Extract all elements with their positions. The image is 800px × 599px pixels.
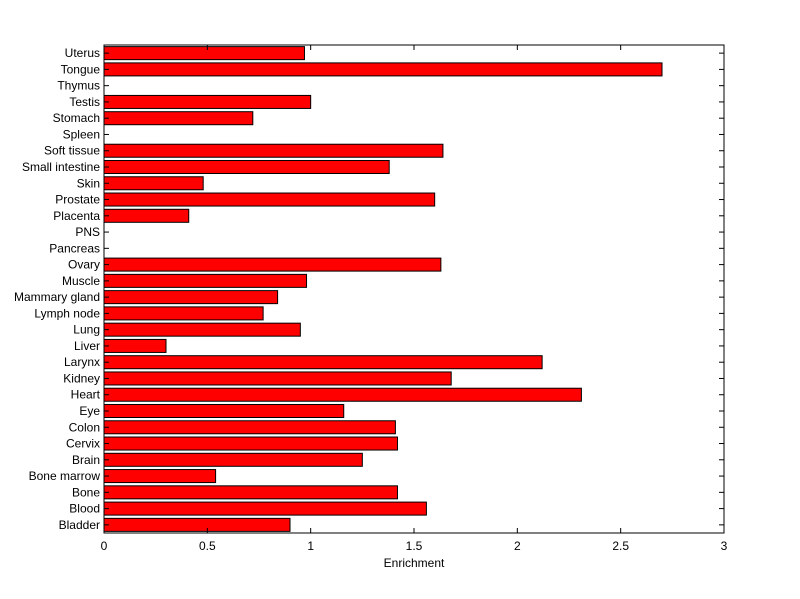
x-axis-label: Enrichment xyxy=(384,556,445,570)
bar-bone-marrow xyxy=(103,469,217,484)
y-tick-label: Placenta xyxy=(53,209,100,223)
bar-lung xyxy=(103,322,301,337)
bar-kidney xyxy=(103,371,452,386)
x-tick-label: 1.5 xyxy=(406,539,423,553)
labels-layer: Bladder Blood Bone Bone marrow Brain Cervix Co… xyxy=(14,46,728,553)
bar-placenta xyxy=(103,208,190,223)
y-tick-label: Bone xyxy=(72,485,100,499)
y-tick-label: Larynx xyxy=(64,355,100,369)
y-tick-label: Tongue xyxy=(61,62,101,76)
bar-brain xyxy=(103,452,363,467)
bar-uterus xyxy=(103,46,305,61)
bar-colon xyxy=(103,420,396,435)
y-tick-label: Lung xyxy=(73,323,100,337)
bar-small-intestine xyxy=(103,159,390,175)
bar-lymph-node xyxy=(103,306,264,321)
y-tick-label: Thymus xyxy=(57,79,100,93)
bar-mammary-gland xyxy=(103,290,279,305)
bar-stomach xyxy=(103,111,254,126)
x-tick-label: 0.5 xyxy=(199,539,216,553)
bar-tongue xyxy=(103,62,663,77)
bar-liver xyxy=(103,338,167,353)
y-tick-label: Muscle xyxy=(62,274,100,288)
y-tick-label: Spleen xyxy=(63,127,100,141)
bar-larynx xyxy=(103,355,543,370)
y-tick-label: Soft tissue xyxy=(44,144,100,158)
y-tick-label: Prostate xyxy=(55,193,100,207)
y-tick-label: PNS xyxy=(75,225,100,239)
bars-layer xyxy=(103,46,663,532)
ticks-layer xyxy=(103,45,725,533)
bar-muscle xyxy=(103,273,308,288)
y-tick-label: Heart xyxy=(71,388,101,402)
bar-bladder xyxy=(103,517,291,532)
y-tick-label: Bone marrow xyxy=(29,469,101,483)
y-tick-label: Eye xyxy=(79,404,100,418)
x-tick-label: 1 xyxy=(307,539,314,553)
y-tick-label: Colon xyxy=(69,420,100,434)
y-tick-label: Kidney xyxy=(63,371,100,385)
y-tick-label: Uterus xyxy=(65,46,100,60)
x-tick-label: 2 xyxy=(514,539,521,553)
y-tick-label: Testis xyxy=(69,95,100,109)
bar-skin xyxy=(103,176,204,191)
x-tick-label: 0 xyxy=(101,539,108,553)
y-tick-label: Bladder xyxy=(59,518,100,532)
y-tick-label: Mammary gland xyxy=(14,290,100,304)
bar-soft-tissue xyxy=(103,143,444,158)
bar-cervix xyxy=(103,436,398,451)
bar-prostate xyxy=(103,192,436,207)
bar-bone xyxy=(103,485,398,500)
y-tick-label: Blood xyxy=(69,502,100,516)
y-tick-label: Pancreas xyxy=(49,241,100,255)
y-tick-label: Small intestine xyxy=(22,160,100,174)
y-tick-label: Stomach xyxy=(53,111,100,125)
bar-ovary xyxy=(103,257,442,272)
y-tick-label: Liver xyxy=(74,339,100,353)
bar-blood xyxy=(103,501,427,516)
x-tick-label: 2.5 xyxy=(612,539,629,553)
bar-heart xyxy=(103,387,582,402)
y-tick-label: Lymph node xyxy=(34,306,100,320)
bar-eye xyxy=(103,403,345,419)
y-tick-label: Ovary xyxy=(68,258,100,272)
y-tick-label: Skin xyxy=(77,176,100,190)
y-tick-label: Brain xyxy=(72,453,100,467)
bar-testis xyxy=(103,94,312,109)
y-tick-label: Cervix xyxy=(66,437,100,451)
x-tick-label: 3 xyxy=(721,539,728,553)
